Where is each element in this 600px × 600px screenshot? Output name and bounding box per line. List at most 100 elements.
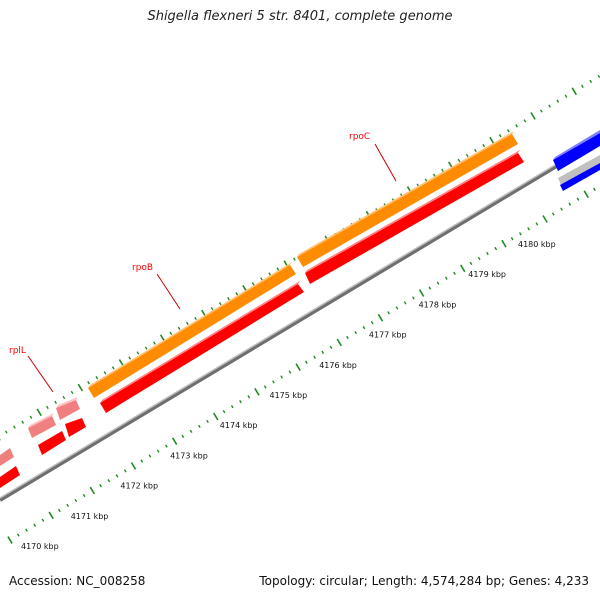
inner-tick (7, 536, 13, 544)
outer-tick (507, 129, 510, 133)
outer-tick (424, 178, 428, 182)
ruler-label: 4178 kbp (419, 300, 457, 309)
outer-tick (465, 153, 469, 158)
inner-tick (25, 528, 28, 532)
inner-tick (254, 387, 260, 396)
gene-small-red-3[interactable] (0, 466, 20, 488)
outer-tick (13, 425, 16, 429)
inner-tick (58, 508, 61, 513)
outer-tick (432, 173, 436, 177)
label-leader-rpoC (374, 143, 397, 182)
outer-tick (474, 148, 477, 153)
gene-rplL[interactable] (56, 400, 80, 420)
inner-tick (477, 256, 481, 261)
inner-tick (213, 412, 219, 421)
outer-tick (556, 99, 560, 103)
inner-tick (82, 493, 86, 498)
outer-tick (54, 400, 58, 405)
inner-tick (494, 246, 498, 251)
inner-tick (66, 503, 70, 508)
inner-tick (593, 187, 596, 191)
outer-tick (111, 366, 115, 370)
inner-tick (165, 444, 168, 448)
inner-tick (403, 301, 407, 305)
inner-tick (89, 486, 96, 495)
outer-tick (87, 381, 90, 385)
inner-tick (436, 281, 440, 285)
inner-tick (99, 484, 102, 488)
inner-tick (354, 330, 358, 335)
genome-summary-text: Topology: circular; Length: 4,574,284 bp… (259, 574, 589, 588)
inner-tick (171, 437, 178, 446)
ruler-labels: 4170 kbp 4171 kbp 4172 kbp 4173 kbp 4174 kbp… (21, 240, 556, 551)
outer-tick (128, 356, 132, 360)
inner-tick (130, 462, 137, 470)
ruler-label: 4174 kbp (220, 421, 258, 430)
gene-rplL-top (56, 397, 78, 408)
gene-label-rpoC[interactable]: rpoC (349, 132, 370, 142)
inner-tick (418, 289, 425, 297)
inner-tick (568, 202, 572, 206)
gene-rpoC-lower-top (305, 150, 520, 273)
ruler-label: 4180 kbp (518, 240, 556, 249)
inner-tick (346, 335, 349, 340)
outer-tick (539, 109, 543, 113)
inner-tick (377, 313, 384, 322)
inner-tick (239, 400, 242, 404)
inner-tick (395, 306, 399, 310)
gene-rpoB-top (88, 262, 292, 388)
gene-blue-1[interactable] (553, 133, 600, 171)
ruler-label: 4177 kbp (369, 331, 407, 340)
outer-tick (95, 376, 99, 380)
inner-tick (510, 237, 514, 241)
gene-pink-3[interactable] (0, 448, 14, 466)
inner-tick (288, 370, 292, 374)
reverse-gene-track (0, 150, 524, 488)
inner-tick (263, 385, 267, 389)
ruler-label: 4173 kbp (170, 451, 208, 460)
inner-tick (222, 409, 226, 414)
gene-rpoB[interactable] (88, 265, 296, 398)
outer-tick (523, 119, 527, 123)
inner-tick (313, 355, 316, 359)
outer-tick (530, 112, 536, 120)
inner-tick (329, 345, 333, 350)
label-leader-rplL (27, 355, 54, 393)
gene-small-red-1[interactable] (38, 431, 66, 455)
genome-backbone-highlight (0, 137, 600, 499)
inner-tick (551, 212, 555, 216)
gene-rpoC[interactable] (297, 134, 518, 267)
outer-tick (571, 87, 577, 96)
outer-tick (77, 383, 84, 392)
outer-tick (103, 371, 107, 375)
ruler-label: 4171 kbp (71, 512, 109, 521)
gene-pink-2[interactable] (28, 416, 56, 438)
inner-tick (74, 498, 78, 503)
gene-rpoB-lower[interactable] (100, 284, 304, 413)
outer-tick (62, 395, 66, 400)
gene-gray-1[interactable] (558, 155, 600, 185)
gene-small-red-2[interactable] (65, 418, 86, 437)
gene-blue-2[interactable] (560, 163, 600, 191)
inner-tick (583, 190, 589, 199)
gene-labels: rpoC rpoB rplL (9, 132, 397, 393)
inner-tick (486, 251, 489, 256)
inner-tick (542, 215, 548, 223)
inner-tick (48, 511, 54, 520)
inner-tick (428, 286, 432, 290)
label-leader-rpoB (156, 273, 181, 310)
inner-tick (247, 395, 251, 399)
outer-tick (4, 430, 8, 434)
gene-label-rpoB[interactable]: rpoB (132, 263, 153, 273)
inner-tick (576, 197, 580, 201)
inner-tick (453, 271, 456, 275)
inner-tick (370, 321, 374, 325)
inner-tick (469, 261, 473, 266)
inner-tick (33, 523, 37, 527)
gene-label-rplL[interactable]: rplL (9, 346, 26, 356)
outer-tick (136, 351, 140, 355)
gene-rpoC-lower[interactable] (305, 153, 524, 284)
outer-tick (169, 331, 173, 335)
outer-tick (210, 306, 214, 311)
inner-tick (444, 276, 448, 280)
